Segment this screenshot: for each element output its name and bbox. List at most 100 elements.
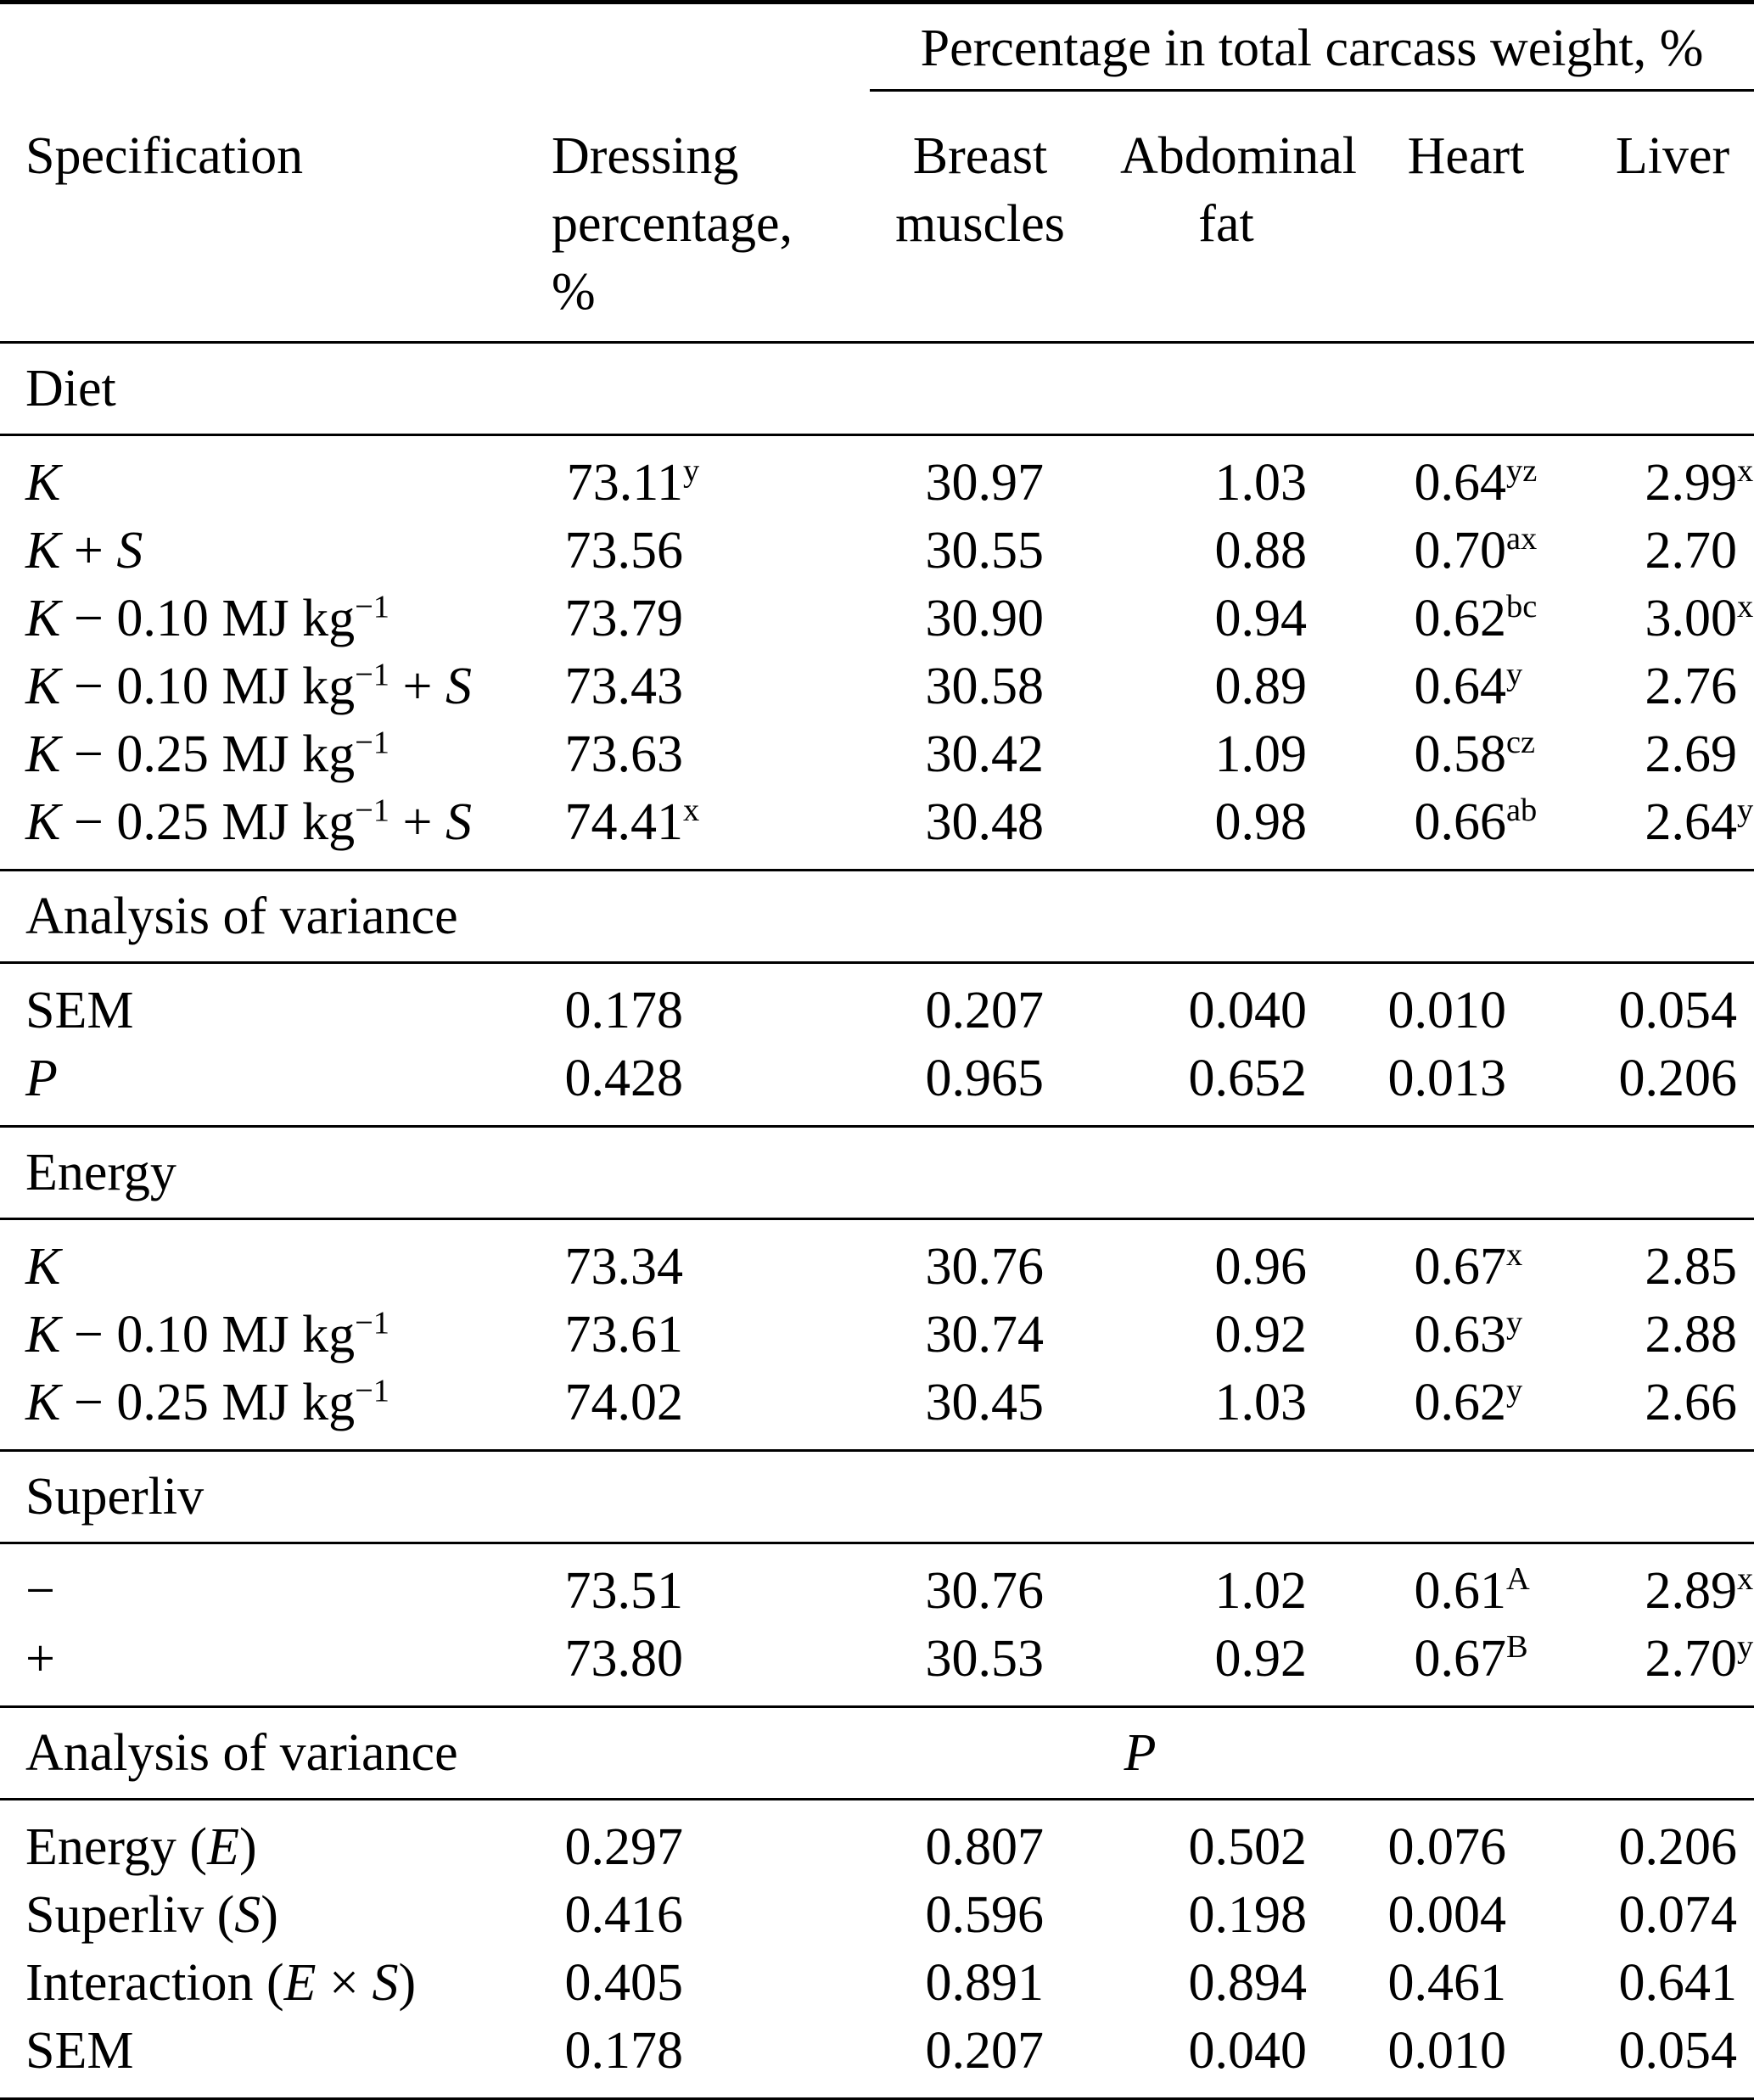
text: SEM xyxy=(25,982,134,1039)
italic-text: S xyxy=(116,522,143,580)
value: 0.62 xyxy=(1414,1374,1507,1431)
value-cell: 0.64yz xyxy=(1414,453,1538,512)
section-header-row: Superliv xyxy=(0,1449,1754,1544)
value: 0.596 xyxy=(925,1886,1045,1944)
value-cell: 0.461 xyxy=(1332,1949,1566,2017)
value-cell: 0.040 xyxy=(1069,2017,1332,2099)
value-cell: 0.010 xyxy=(1332,2017,1566,2099)
value: 30.74 xyxy=(925,1306,1045,1364)
value: 0.891 xyxy=(925,1954,1045,2012)
italic-text: K xyxy=(25,454,61,512)
row-label: K − 0.25 MJ kg−1 xyxy=(0,720,526,788)
value-cell: 73.51 xyxy=(526,1543,738,1626)
value: 0.64 xyxy=(1414,454,1507,512)
row-label: Superliv (S) xyxy=(0,1881,526,1949)
text: + xyxy=(389,793,446,851)
section-title: Diet xyxy=(0,341,1754,436)
value-cell: 0.076 xyxy=(1332,1800,1566,1882)
value: 2.69 xyxy=(1645,725,1738,783)
text: Energy ( xyxy=(25,1818,208,1876)
text: − 0.10 MJ kg xyxy=(60,590,356,647)
italic-text: K xyxy=(25,1306,61,1364)
value-cell: 0.074 xyxy=(1566,1881,1754,1949)
value: 2.99 xyxy=(1645,454,1738,512)
section-energy: Energy K 73.34 30.76 0.96 0.67x 2.85 K − 0.10 M… xyxy=(0,1125,1754,1451)
col-header-breast-muscles: Breast muscles xyxy=(738,92,1069,344)
value: 30.53 xyxy=(925,1630,1045,1688)
value-cell: 0.92 xyxy=(1069,1301,1332,1369)
value: 74.02 xyxy=(564,1374,684,1431)
value-cell: 0.054 xyxy=(1566,2017,1754,2099)
table-row: K − 0.10 MJ kg−1 + S 73.43 30.58 0.89 0.64y 2… xyxy=(0,652,1754,720)
value: 73.61 xyxy=(564,1306,684,1364)
value: 0.013 xyxy=(1387,1050,1507,1107)
value-cell: 0.502 xyxy=(1069,1800,1332,1882)
value: 73.11 xyxy=(566,454,683,512)
value-cell: 73.56 xyxy=(526,517,738,585)
value: 1.03 xyxy=(1214,1374,1308,1431)
value-cell: 0.013 xyxy=(1332,1044,1566,1127)
value: 0.405 xyxy=(564,1954,684,2012)
italic-text: K xyxy=(25,658,61,715)
value-cell: 73.79 xyxy=(526,585,738,652)
table-row: K − 0.25 MJ kg−1 74.02 30.45 1.03 0.62y 2.66 xyxy=(0,1369,1754,1451)
value: 30.76 xyxy=(925,1238,1045,1296)
section-header-row: Energy xyxy=(0,1125,1754,1220)
value: 0.207 xyxy=(925,982,1045,1039)
row-label: K − 0.25 MJ kg−1 + S xyxy=(0,788,526,871)
value: 0.074 xyxy=(1618,1886,1738,1944)
value-cell: 0.89 xyxy=(1069,652,1332,720)
text: Diet xyxy=(25,360,116,417)
value: 0.70 xyxy=(1414,522,1507,580)
value: 2.64 xyxy=(1645,793,1738,851)
italic-text: K xyxy=(25,1238,61,1296)
row-label: SEM xyxy=(0,963,526,1045)
value: 30.45 xyxy=(925,1374,1045,1431)
value: 0.58 xyxy=(1414,725,1507,783)
value-cell: 0.596 xyxy=(738,1881,1069,1949)
italic-text: S xyxy=(234,1886,261,1944)
table-row: P 0.428 0.965 0.652 0.013 0.206 xyxy=(0,1044,1754,1127)
value-cell: 2.88 xyxy=(1566,1301,1754,1369)
text: Energy xyxy=(25,1144,177,1201)
italic-text: K xyxy=(25,1374,61,1431)
table-row: K − 0.25 MJ kg−1 73.63 30.42 1.09 0.58cz 2.69 xyxy=(0,720,1754,788)
table-row: Energy (E) 0.297 0.807 0.502 0.076 0.206 xyxy=(0,1800,1754,1882)
text: − 0.25 MJ kg xyxy=(60,793,356,851)
value-cell: 30.76 xyxy=(738,1219,1069,1302)
value: 0.67 xyxy=(1414,1238,1507,1296)
text: Analysis of variance xyxy=(25,888,458,945)
value-cell: 1.09 xyxy=(1069,720,1332,788)
value-cell: 1.03 xyxy=(1069,1369,1332,1451)
table-row: K − 0.10 MJ kg−1 73.61 30.74 0.92 0.63y 2.88 xyxy=(0,1301,1754,1369)
value: 3.00 xyxy=(1645,590,1738,647)
value: 73.80 xyxy=(564,1630,684,1688)
table-row: SEM 0.178 0.207 0.040 0.010 0.054 xyxy=(0,963,1754,1045)
value-cell: 0.207 xyxy=(738,963,1069,1045)
value-cell: 0.96 xyxy=(1069,1219,1332,1302)
value-cell: 0.61A xyxy=(1414,1561,1530,1620)
label-superscript: −1 xyxy=(355,1373,389,1409)
row-label: K − 0.25 MJ kg−1 xyxy=(0,1369,526,1451)
value: 0.61 xyxy=(1414,1562,1507,1620)
value-cell: 2.99x xyxy=(1645,453,1754,512)
value-cell: 1.03 xyxy=(1069,435,1332,518)
text: + xyxy=(60,522,117,580)
value-cell: 30.42 xyxy=(738,720,1069,788)
value-cell: 0.206 xyxy=(1566,1044,1754,1127)
value: 0.010 xyxy=(1387,982,1507,1039)
value-cell: 73.80 xyxy=(526,1625,738,1707)
value: 0.054 xyxy=(1618,2022,1738,2080)
value: 73.43 xyxy=(564,658,684,715)
row-label: K + S xyxy=(0,517,526,585)
section-title: Superliv xyxy=(0,1449,1754,1544)
value-cell: 30.55 xyxy=(738,517,1069,585)
value-cell: 74.41x xyxy=(564,792,700,851)
value-cell: 0.010 xyxy=(1332,963,1566,1045)
value: 0.206 xyxy=(1618,1050,1738,1107)
text: ) xyxy=(261,1886,278,1944)
italic-text: E xyxy=(207,1818,239,1876)
value-cell: 1.02 xyxy=(1069,1543,1332,1626)
value: 0.054 xyxy=(1618,982,1738,1039)
